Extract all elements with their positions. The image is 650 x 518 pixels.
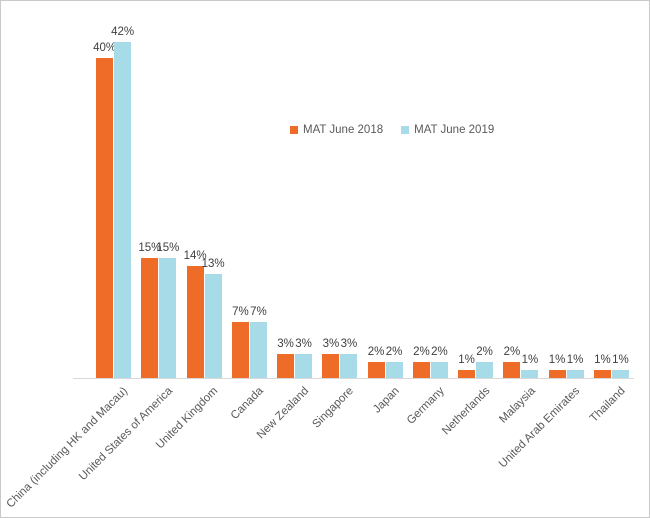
legend-item-1: MAT June 2018 <box>290 124 383 136</box>
category-label: Thailand <box>588 385 628 425</box>
data-label: 1% <box>594 354 611 366</box>
data-label: 3% <box>277 338 294 350</box>
bar-2019 <box>430 362 448 378</box>
bar-2019 <box>611 370 629 378</box>
bar-2018 <box>186 266 204 378</box>
bar-2018 <box>593 370 611 378</box>
data-label: 40% <box>93 42 117 54</box>
data-label: 3% <box>295 338 312 350</box>
bar-2019 <box>204 274 222 378</box>
data-label: 7% <box>250 306 267 318</box>
data-label: 1% <box>548 354 566 366</box>
category-label: Singapore <box>310 385 357 431</box>
data-label: 1% <box>521 354 539 366</box>
bar-2018 <box>412 362 430 378</box>
data-label: 1% <box>566 354 584 366</box>
bar-2018 <box>548 370 566 378</box>
bar-2019 <box>295 354 313 378</box>
bar-2019 <box>340 354 358 378</box>
legend-label: MAT June 2018 <box>303 124 384 136</box>
bar-2018 <box>141 258 159 378</box>
bar-2018 <box>503 362 521 378</box>
bar-2019 <box>114 42 132 378</box>
bar-2018 <box>322 354 340 378</box>
data-label: 14% <box>183 250 207 262</box>
data-label: 2% <box>503 346 521 358</box>
data-label: 1% <box>612 354 629 366</box>
category-label: Canada <box>228 385 266 422</box>
category-label: Netherlands <box>439 385 493 438</box>
bar-2018 <box>458 370 476 378</box>
bar-2018 <box>277 354 295 378</box>
legend-label: MAT June 2019 <box>414 124 495 136</box>
legend-swatch-icon <box>401 126 410 134</box>
bar-2019 <box>521 370 539 378</box>
chart-legend: MAT June 2018 MAT June 2019 <box>290 124 494 136</box>
data-label: 2% <box>413 346 430 358</box>
bar-2019 <box>159 258 177 378</box>
data-label: 2% <box>385 346 403 358</box>
data-label: 2% <box>476 346 493 358</box>
bar-2018 <box>231 322 249 378</box>
data-label: 13% <box>201 258 225 270</box>
data-label: 42% <box>111 26 135 38</box>
category-label: Malaysia <box>496 385 538 426</box>
bar-2019 <box>249 322 267 378</box>
bar-2019 <box>566 370 584 378</box>
category-label: Germany <box>404 385 447 427</box>
bar-2019 <box>476 362 494 378</box>
bar-2018 <box>367 362 385 378</box>
data-label: 3% <box>322 338 340 350</box>
category-label: Japan <box>370 385 402 416</box>
data-label: 2% <box>431 346 448 358</box>
data-label: 7% <box>232 306 249 318</box>
data-label: 15% <box>156 242 180 254</box>
data-label: 1% <box>458 354 475 366</box>
bar-2018 <box>96 58 114 378</box>
bar-2019 <box>385 362 403 378</box>
data-label: 3% <box>340 338 358 350</box>
data-label: 15% <box>138 242 162 254</box>
data-label: 2% <box>367 346 385 358</box>
legend-item-2: MAT June 2019 <box>401 124 494 136</box>
x-axis-line <box>73 378 634 379</box>
legend-swatch-icon <box>290 126 298 134</box>
category-label: United Arab Emirates <box>497 385 583 471</box>
